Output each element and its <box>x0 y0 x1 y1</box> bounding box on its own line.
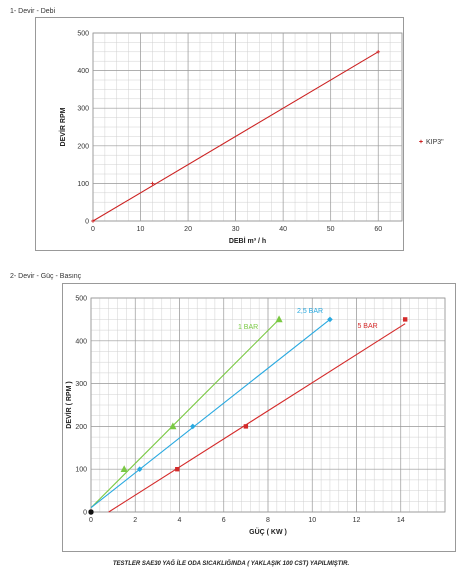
data-point-2-5-bar <box>189 423 196 430</box>
y-axis-title: DEVİR RPM <box>59 107 67 146</box>
y-tick-label: 200 <box>77 143 89 150</box>
x-tick-label: 12 <box>353 517 361 524</box>
series-line-5-bar <box>108 323 406 513</box>
x-tick-label: 0 <box>89 517 93 524</box>
legend-label: KIP3" <box>426 139 444 146</box>
series-line-2-5-bar <box>90 318 331 509</box>
y-tick-label: 300 <box>75 381 87 388</box>
series-label-5-bar: 5 BAR <box>357 323 377 330</box>
data-point-origin <box>88 509 94 515</box>
data-point-2-5-bar <box>136 466 143 472</box>
section2-title: 2- Devir - Güç - Basınç <box>10 273 82 280</box>
devir-debi-chart: 0 10 20 30 40 50 60 0 100 200 300 400 500 DEBİ m³ / h… <box>59 31 444 246</box>
x-tick-label: 10 <box>137 226 145 233</box>
y-tick-label: 0 <box>83 510 87 517</box>
data-point-kip3 <box>376 50 381 54</box>
data-point-1-bar <box>120 465 128 472</box>
y-tick-label: 0 <box>85 219 89 226</box>
data-point-kip3 <box>91 219 95 223</box>
section1-title: 1- Devir - Debi <box>10 8 56 15</box>
x-tick-label: 60 <box>374 226 382 233</box>
y-tick-label: 100 <box>77 181 89 188</box>
data-point-5-bar <box>175 467 180 472</box>
footer-note: TESTLER SAE30 YAĞ İLE ODA SICAKLIĞINDA (… <box>112 561 350 567</box>
x-tick-label: 30 <box>232 226 240 233</box>
y-tick-label: 300 <box>77 106 89 113</box>
series-label-1-bar: 1 BAR <box>238 324 258 331</box>
x-axis-title: GÜÇ ( KW ) <box>249 527 287 536</box>
data-point-kip3 <box>150 181 155 186</box>
x-tick-label: 20 <box>184 226 192 233</box>
data-point-5-bar <box>402 317 408 322</box>
data-point-1-bar <box>169 422 177 430</box>
data-point-1-bar <box>275 315 283 323</box>
x-tick-label: 8 <box>266 517 270 524</box>
x-tick-label: 50 <box>327 226 335 233</box>
x-tick-label: 10 <box>308 517 316 524</box>
x-axis-title: DEBİ m³ / h <box>229 237 266 245</box>
data-point-5-bar <box>243 424 249 429</box>
y-tick-label: 400 <box>75 338 87 345</box>
series-line-kip3 <box>92 51 379 222</box>
y-tick-label: 400 <box>77 68 89 75</box>
y-tick-label: 200 <box>75 424 87 431</box>
y-tick-label: 500 <box>75 296 87 303</box>
y-tick-label: 500 <box>77 31 89 38</box>
x-tick-label: 0 <box>91 226 95 233</box>
x-tick-label: 2 <box>133 517 137 524</box>
legend-marker <box>419 139 423 144</box>
series-label-2-5-bar: 2,5 BAR <box>297 308 323 315</box>
series-line-1-bar <box>90 319 280 509</box>
x-tick-label: 4 <box>178 517 182 524</box>
x-tick-label: 6 <box>222 517 226 524</box>
data-point-2-5-bar <box>327 316 333 323</box>
y-axis-title: DEVİR ( RPM ) <box>65 381 73 428</box>
x-tick-label: 14 <box>397 517 405 524</box>
y-tick-label: 100 <box>75 467 87 474</box>
x-tick-label: 40 <box>279 226 287 233</box>
